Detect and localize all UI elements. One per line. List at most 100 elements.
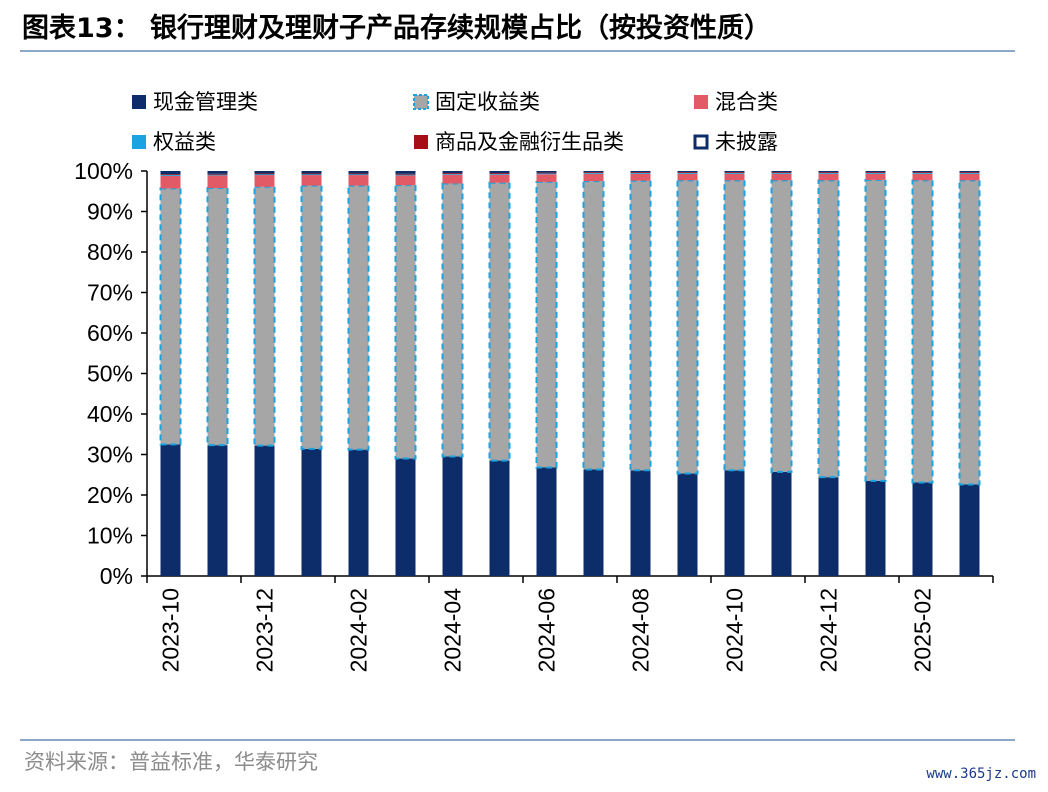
bar-cash-2024-11 [771,471,792,576]
bar-cash-2025-02 [912,482,933,576]
bar-cash-2024-12 [818,477,839,576]
bar-equity-2024-10 [724,172,745,174]
bar-fixed-2025-03 [958,179,981,486]
source-note: 资料来源：普益标准，华泰研究 [24,750,318,774]
bar-fixed-2025-01 [864,178,887,482]
bar-mixed-2024-05 [489,174,510,183]
bar-commodity-2024-05 [489,173,510,174]
chart-title: 图表13： 银行理财及理财子产品存续规模占比（按投资性质） [22,13,771,44]
bar-undisclosed-2024-07 [583,171,604,173]
bar-fixed-2024-04 [441,182,464,458]
bar-commodity-2025-01 [865,172,886,174]
legend-label-cash: 现金管理类 [153,90,258,114]
bar-mixed-2024-01 [301,175,322,186]
legend-label-fixed: 固定收益类 [435,90,540,114]
bar-fixed-2024-01 [300,184,323,450]
bar-commodity-2023-12 [254,173,275,175]
bar-cash-2024-05 [489,460,510,576]
bar-mixed-2023-12 [254,175,275,187]
bar-cash-2023-12 [254,445,275,576]
bar-equity-2025-01 [865,172,886,174]
bar-cash-2024-02 [348,449,369,576]
bar-undisclosed-2024-04 [442,171,463,174]
bar-equity-2024-03 [395,174,416,176]
bar-cash-2024-01 [301,448,322,576]
bar-cash-2025-03 [959,484,980,576]
bar-equity-2024-11 [771,172,792,174]
x-tick-label: 2024-04 [440,588,466,673]
y-tick-label: 70% [87,280,133,306]
x-tick-label: 2025-02 [910,588,936,672]
bar-undisclosed-2024-10 [724,171,745,173]
bar-mixed-2023-10 [160,175,181,189]
bar-undisclosed-2025-02 [912,171,933,173]
bar-mixed-2024-03 [395,175,416,186]
bar-commodity-2024-07 [583,172,604,174]
bar-undisclosed-2024-11 [771,171,792,173]
bar-commodity-2024-11 [771,172,792,174]
bar-undisclosed-2024-05 [489,171,510,174]
x-tick-label: 2024-06 [534,588,560,672]
x-tick-label: 2023-12 [252,588,278,672]
bar-mixed-2024-06 [536,174,557,182]
bar-undisclosed-2025-01 [865,171,886,173]
bar-undisclosed-2024-08 [630,171,651,173]
bar-undisclosed-2024-02 [348,171,369,174]
bar-equity-2025-02 [912,172,933,174]
bar-equity-2025-03 [959,172,980,174]
bar-equity-2024-05 [489,173,510,175]
bar-commodity-2024-02 [348,173,369,175]
bar-commodity-2025-02 [912,172,933,174]
bar-commodity-2024-04 [442,173,463,174]
x-tick-label: 2024-12 [816,588,842,672]
bar-mixed-2024-08 [630,173,651,181]
legend-label-undisclosed: 未披露 [715,130,778,154]
legend-label-equity: 权益类 [153,130,216,154]
y-tick-label: 90% [87,199,133,225]
bar-commodity-2024-08 [630,172,651,174]
bar-undisclosed-2024-01 [301,171,322,174]
bar-equity-2024-08 [630,172,651,174]
y-tick-label: 60% [87,320,133,346]
bar-fixed-2024-06 [535,180,558,469]
legend-swatch-undisclosed [693,134,709,150]
bar-commodity-2024-01 [301,173,322,175]
bar-equity-2024-12 [818,172,839,174]
legend-swatch-cash [132,95,146,109]
bar-undisclosed-2024-12 [818,171,839,173]
bar-cash-2024-10 [724,470,745,576]
bar-mixed-2024-02 [348,175,369,186]
bar-mixed-2025-03 [959,173,980,181]
bar-cash-2024-07 [583,469,604,576]
bar-equity-2024-01 [301,173,322,176]
bar-commodity-2025-03 [959,172,980,174]
y-tick-label: 20% [87,482,133,508]
bar-equity-2023-10 [160,174,181,176]
x-tick-label: 2023-10 [158,588,184,672]
y-tick-label: 40% [87,401,133,427]
bar-mixed-2024-07 [583,173,604,182]
bar-fixed-2024-02 [347,184,370,451]
bar-cash-2024-04 [442,456,463,576]
bar-fixed-2024-07 [582,180,605,471]
bar-commodity-2023-11 [207,173,228,175]
bar-mixed-2025-02 [912,173,933,181]
legend-swatch-fixed [413,94,429,110]
bar-commodity-2024-10 [724,172,745,174]
bar-mixed-2023-11 [207,175,228,189]
y-tick-label: 100% [74,158,133,184]
bar-fixed-2024-10 [723,179,746,472]
legend-label-mixed: 混合类 [715,90,778,114]
bar-fixed-2024-03 [394,184,417,460]
bar-cash-2023-11 [207,445,228,576]
watermark: www.365jz.com [926,766,1036,782]
bar-equity-2024-09 [677,172,698,174]
legend-swatch-mixed [694,95,708,109]
y-tick-label: 50% [87,361,133,387]
bar-cash-2024-06 [536,467,557,576]
y-tick-label: 80% [87,239,133,265]
bar-equity-2024-04 [442,173,463,175]
bar-fixed-2023-12 [253,185,276,447]
bar-equity-2024-06 [536,173,557,175]
y-tick-label: 10% [87,523,133,549]
